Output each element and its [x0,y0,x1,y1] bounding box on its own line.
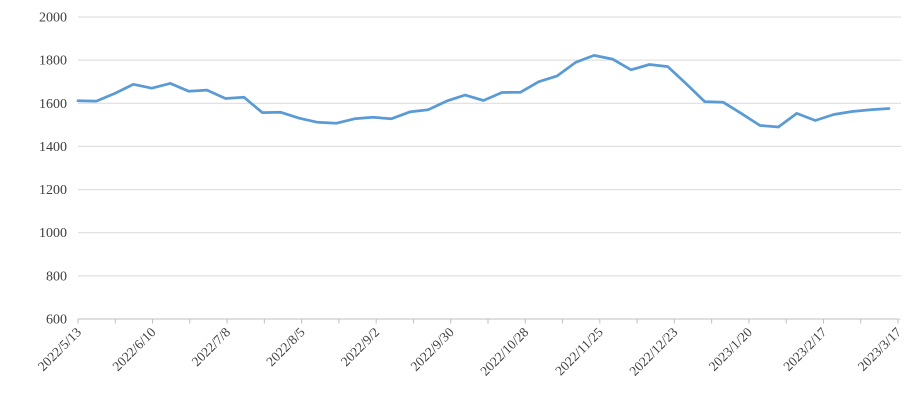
x-axis-tick-label: 2022/11/25 [552,324,606,378]
x-axis-tick-label: 2022/9/30 [408,324,457,373]
x-axis-tick-label: 2022/6/10 [109,324,158,373]
y-axis-tick-label: 1000 [39,226,67,241]
data-series-line [76,54,891,129]
y-axis-tick-label: 1200 [39,183,67,198]
x-axis-tick-label: 2022/5/13 [35,324,84,373]
x-axis-tick-label: 2023/2/17 [780,324,829,373]
x-axis-tick-label: 2022/9/2 [338,325,383,370]
x-axis-tick-label: 2022/12/23 [626,324,680,378]
x-axis-tick-label: 2022/8/5 [263,324,308,369]
x-axis-tick-label: 2023/3/17 [855,324,904,373]
y-axis-tick-label: 800 [46,269,67,284]
y-axis-tick-label: 2000 [39,11,67,26]
y-axis-tick-label: 600 [46,313,67,328]
y-axis-tick-label: 1600 [39,97,67,112]
x-axis-tick-label: 2022/7/8 [189,324,234,369]
x-axis-tick-label: 2022/10/28 [477,324,531,378]
y-axis-tick-label: 1400 [39,140,67,155]
x-axis-tick-label: 2023/1/20 [706,324,755,373]
y-axis-tick-label: 1800 [39,54,67,69]
